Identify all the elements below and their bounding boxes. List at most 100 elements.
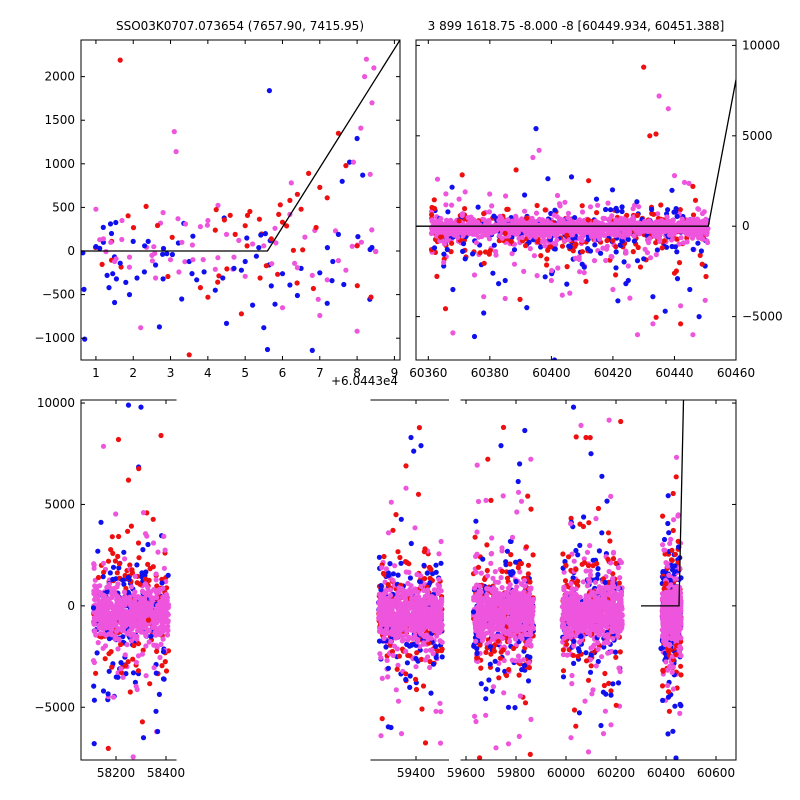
cluster-point — [133, 659, 139, 666]
cluster-point — [638, 229, 645, 235]
data-point — [690, 183, 696, 189]
x-tick-label: 7 — [316, 366, 324, 380]
cluster-point — [571, 558, 577, 564]
cluster-point — [522, 583, 528, 589]
cluster-point — [98, 605, 105, 611]
cluster-point — [504, 607, 510, 613]
data-point — [358, 125, 364, 131]
cluster-point — [142, 243, 148, 249]
cluster-point — [442, 306, 449, 312]
cluster-point — [136, 555, 142, 561]
cluster-point — [122, 608, 128, 615]
cluster-point — [156, 691, 162, 698]
cluster-point — [619, 238, 626, 244]
cluster-point — [102, 619, 108, 625]
cluster-point — [520, 612, 526, 618]
y-tick-label: 500 — [52, 200, 75, 214]
cluster-point — [156, 587, 162, 593]
data-point — [250, 302, 256, 308]
cluster-point — [477, 623, 483, 629]
cluster-point — [135, 594, 141, 600]
cluster-point — [618, 242, 624, 248]
cluster-point — [131, 620, 137, 627]
cluster-point — [139, 588, 146, 594]
cluster-point — [517, 296, 523, 302]
cluster-point — [610, 556, 617, 562]
cluster-point — [232, 231, 238, 237]
cluster-point — [135, 628, 141, 634]
data-point — [242, 273, 248, 279]
cluster-point — [496, 675, 502, 681]
cluster-point — [698, 229, 704, 235]
cluster-point — [138, 619, 144, 625]
cluster-point — [474, 462, 480, 468]
data-point — [511, 261, 518, 267]
cluster-point — [617, 668, 623, 675]
x-tick-label: 60420 — [594, 366, 632, 380]
cluster-point — [486, 677, 492, 683]
cluster-point — [424, 570, 430, 576]
cluster-point — [606, 229, 612, 235]
data-point — [179, 296, 185, 302]
cluster-point — [557, 203, 563, 209]
cluster-point — [436, 551, 442, 557]
cluster-point — [368, 294, 374, 300]
cluster-point — [499, 545, 505, 551]
cluster-point — [604, 237, 610, 244]
cluster-point — [100, 645, 106, 651]
cluster-point — [150, 564, 156, 570]
cluster-point — [461, 226, 467, 232]
cluster-point — [160, 636, 166, 642]
data-point — [678, 321, 684, 327]
cluster-point — [94, 650, 100, 656]
data-point — [502, 230, 508, 236]
data-point — [220, 275, 226, 281]
cluster-point — [509, 534, 516, 541]
cluster-point — [427, 575, 433, 581]
cluster-point — [150, 516, 156, 522]
cluster-point — [122, 663, 129, 669]
data-point — [551, 357, 558, 360]
cluster-point — [407, 673, 413, 679]
cluster-point — [478, 665, 484, 671]
data-point — [360, 172, 366, 178]
data-point — [119, 217, 125, 224]
cluster-point — [273, 240, 279, 246]
cluster-point — [132, 573, 138, 579]
cluster-point — [626, 226, 632, 233]
data-point — [261, 325, 267, 331]
cluster-point — [118, 641, 124, 648]
cluster-point — [393, 635, 399, 641]
cluster-point — [579, 249, 586, 255]
cluster-point — [161, 625, 167, 631]
data-point — [231, 254, 237, 260]
cluster-point — [595, 571, 601, 578]
cluster-point — [95, 548, 101, 554]
cluster-point — [415, 589, 421, 595]
data-point — [169, 251, 175, 258]
cluster-point — [160, 649, 167, 655]
cluster-point — [577, 542, 583, 549]
cluster-point — [108, 230, 115, 237]
cluster-point — [471, 643, 477, 649]
data-point — [634, 212, 641, 218]
plot-area — [90, 400, 685, 760]
data-point — [201, 269, 207, 275]
data-point — [438, 234, 444, 240]
data-point — [481, 310, 487, 316]
dense-clusters — [92, 180, 379, 302]
cluster-point — [109, 534, 115, 540]
cluster-point — [381, 635, 387, 642]
cluster-point — [106, 601, 112, 607]
cluster-point — [486, 236, 492, 242]
cluster-point — [94, 616, 100, 623]
cluster-point — [700, 236, 706, 242]
cluster-point — [495, 667, 501, 673]
cluster-point — [164, 632, 171, 638]
cluster-point — [407, 612, 414, 618]
cluster-point — [165, 273, 171, 280]
cluster-point — [404, 660, 410, 666]
cluster-point — [595, 566, 601, 572]
cluster-point — [406, 569, 412, 576]
data-point — [343, 267, 349, 273]
